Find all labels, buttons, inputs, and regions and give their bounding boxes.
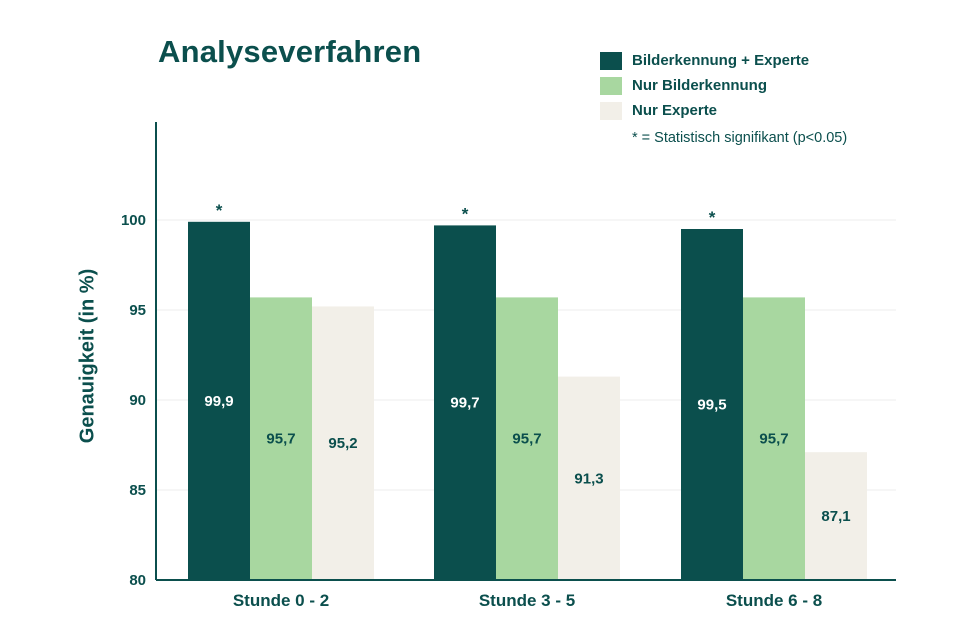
bar [681, 229, 743, 580]
data-label: 99,7 [450, 395, 479, 412]
legend-item-nur-experte: Nur Experte [600, 98, 809, 123]
bar [743, 297, 805, 580]
data-label: 95,7 [759, 431, 788, 448]
data-label: 95,7 [266, 431, 295, 448]
legend-swatch [600, 101, 622, 120]
legend-label: Nur Experte [632, 102, 718, 119]
legend-item-nur-bilderkennung: Nur Bilderkennung [600, 73, 809, 98]
significance-star: * [709, 208, 716, 227]
bar [805, 452, 867, 580]
bar [250, 297, 312, 580]
bar [434, 225, 496, 580]
chart-title: Analyseverfahren [158, 34, 422, 69]
x-tick-label: Stunde 6 - 8 [726, 591, 822, 610]
data-label: 95,2 [328, 435, 357, 452]
data-label: 99,5 [697, 397, 726, 414]
legend-swatch [600, 76, 622, 95]
y-tick-label: 95 [129, 302, 146, 319]
legend: Bilderkennung + Experte Nur Bilderkennun… [600, 48, 809, 123]
bar [188, 221, 250, 581]
bar [558, 376, 620, 580]
y-tick-label: 85 [129, 482, 146, 499]
bar [496, 297, 558, 580]
data-label: 99,9 [204, 393, 233, 410]
y-tick-label: 90 [129, 392, 146, 409]
significance-star: * [462, 204, 469, 223]
x-tick-label: Stunde 3 - 5 [479, 591, 575, 610]
significance-star: * [216, 201, 223, 220]
data-label: 87,1 [821, 508, 850, 525]
legend-label: Bilderkennung + Experte [632, 52, 810, 69]
legend-label: Nur Bilderkennung [632, 77, 768, 94]
significance-note: * = Statistisch signifikant (p<0.05) [632, 130, 848, 146]
legend-swatch [600, 51, 622, 70]
y-tick-label: 100 [121, 212, 146, 229]
data-label: 91,3 [574, 470, 603, 487]
legend-item-bilderkennung-experte: Bilderkennung + Experte [600, 48, 809, 73]
y-tick-label: 80 [129, 572, 146, 589]
bar [312, 306, 374, 580]
data-label: 95,7 [512, 431, 541, 448]
x-tick-label: Stunde 0 - 2 [233, 591, 329, 610]
